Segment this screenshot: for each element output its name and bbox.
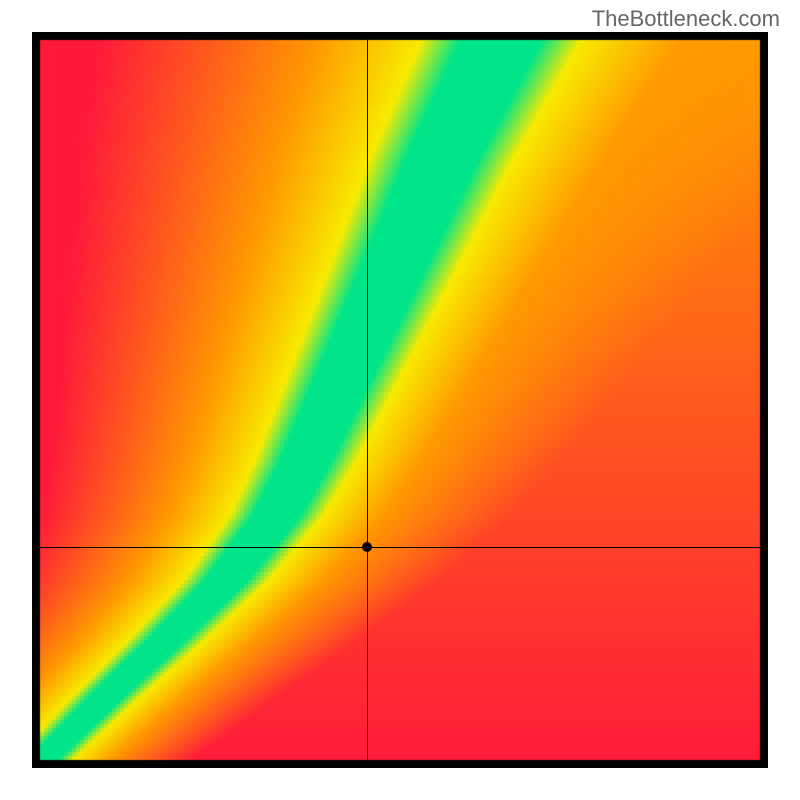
watermark-text: TheBottleneck.com [592, 6, 780, 32]
chart-container: TheBottleneck.com [0, 0, 800, 800]
plot-area [32, 32, 768, 768]
crosshair-point [362, 542, 372, 552]
heatmap-canvas [32, 32, 768, 768]
crosshair-vertical [367, 32, 368, 768]
crosshair-horizontal [32, 547, 768, 548]
